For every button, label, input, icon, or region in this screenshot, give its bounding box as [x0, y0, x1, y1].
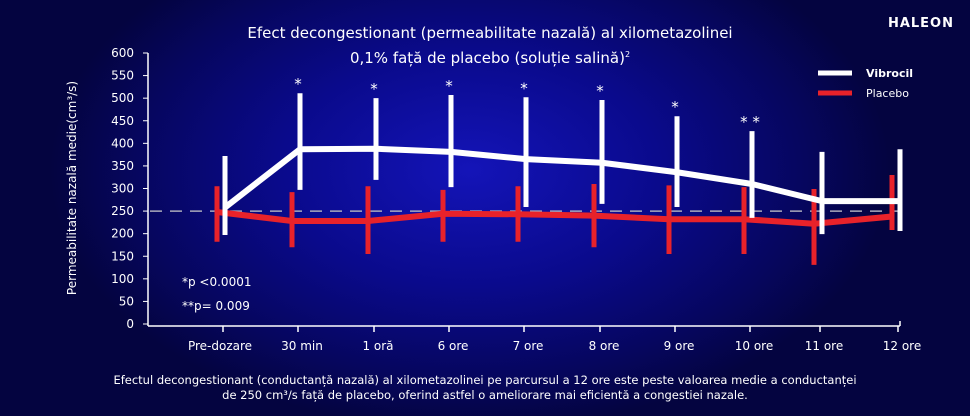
x-tick-label: 12 ore: [883, 339, 921, 353]
y-tick-label: 600: [111, 46, 134, 60]
legend-label-vibrocil: Vibrocil: [866, 67, 913, 80]
x-tick-label: 7 ore: [513, 339, 544, 353]
footer-line-2: de 250 cm³/s față de placebo, oferind as…: [222, 388, 748, 402]
x-tick-label: 6 ore: [438, 339, 469, 353]
legend-label-placebo: Placebo: [866, 87, 909, 100]
x-tick-label: Pre-dozare: [188, 339, 252, 353]
x-tick-label: 11 ore: [805, 339, 843, 353]
y-tick-label: 0: [126, 317, 134, 331]
significance-marker: *: [671, 98, 679, 116]
series-line-vibrocil: [223, 145, 900, 210]
y-tick-label: 250: [111, 204, 134, 218]
significance-marker: *: [370, 80, 378, 98]
footer-line-1: Efectul decongestionant (conductanță naz…: [113, 373, 857, 387]
y-tick-label: 150: [111, 249, 134, 263]
y-tick-label: 50: [119, 294, 134, 308]
y-tick-label: 500: [111, 91, 134, 105]
footer-note: Efectul decongestionant (conductanță naz…: [60, 373, 910, 403]
haleon-logo: HALEON: [887, 16, 954, 31]
significance-marker: *: [520, 79, 528, 97]
chart-title: Efect decongestionant (permeabilitate na…: [210, 22, 770, 69]
y-tick-label: 400: [111, 136, 134, 150]
significance-marker: * *: [740, 113, 760, 131]
y-axis-label: Permeabilitate nazală medie(cm³/s): [65, 81, 79, 295]
series-line-placebo: [216, 209, 893, 227]
x-tick-label: 10 ore: [735, 339, 773, 353]
p-value-note: **p= 0.009: [182, 299, 250, 313]
y-tick-label: 550: [111, 69, 134, 83]
x-tick-label: 9 ore: [664, 339, 695, 353]
y-tick-label: 350: [111, 159, 134, 173]
x-tick-label: 1 oră: [362, 339, 393, 353]
y-tick-label: 100: [111, 272, 134, 286]
y-tick-label: 300: [111, 182, 134, 196]
significance-marker: *: [445, 77, 453, 95]
p-value-note: *p <0.0001: [182, 275, 251, 289]
title-line-2: 0,1% față de placebo (soluție salină)2: [349, 49, 631, 67]
y-tick-label: 450: [111, 114, 134, 128]
x-tick-label: 30 min: [281, 339, 323, 353]
x-tick-label: 8 ore: [589, 339, 620, 353]
title-line-1: Efect decongestionant (permeabilitate na…: [247, 24, 733, 42]
significance-marker: *: [294, 75, 302, 93]
y-tick-label: 200: [111, 227, 134, 241]
significance-marker: *: [596, 82, 604, 100]
chart: 0 50 100 150 200 250 300 350 400 450 500 550 600 Perm…: [65, 46, 921, 353]
